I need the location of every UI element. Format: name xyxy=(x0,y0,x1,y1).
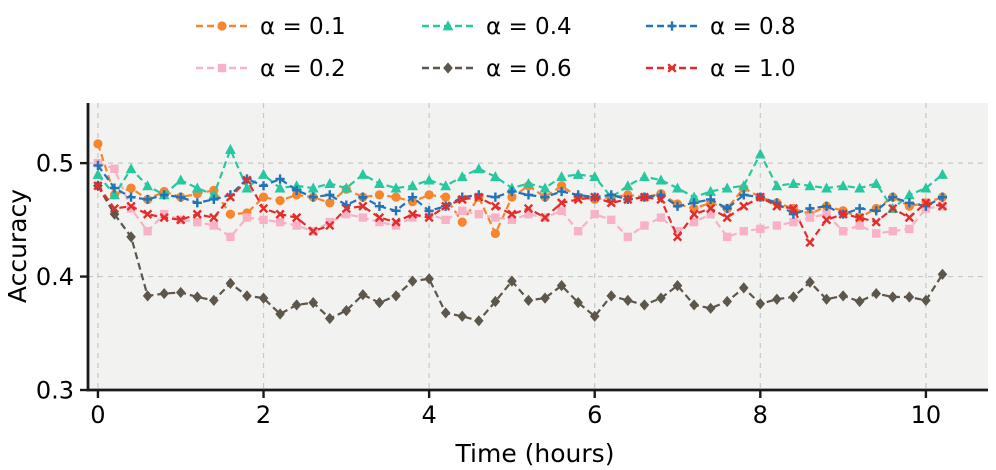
series-line xyxy=(96,143,943,237)
legend-item-alpha-0.8: α = 0.8 xyxy=(646,14,796,40)
legend-item-alpha-0.1: α = 0.1 xyxy=(196,14,346,40)
legend-label: α = 0.1 xyxy=(260,14,346,40)
x-tick-label: 8 xyxy=(753,401,768,429)
x-axis-label: Time (hours) xyxy=(455,439,615,468)
y-tick-label: 0.3 xyxy=(36,377,74,405)
axes-layer: 0 2 4 6 8 10 0.3 0.4 0.5 xyxy=(36,103,988,429)
series-line xyxy=(97,164,944,216)
legend-label: α = 0.2 xyxy=(260,56,346,82)
legend-item-alpha-1.0: α = 1.0 xyxy=(646,56,796,82)
legend-label: α = 0.4 xyxy=(486,14,572,40)
x-tick-label: 2 xyxy=(256,401,271,429)
x-tick-label: 4 xyxy=(421,401,436,429)
legend-label: α = 1.0 xyxy=(710,56,796,82)
legend-item-alpha-0.4: α = 0.4 xyxy=(422,14,572,40)
x-tick-label: 6 xyxy=(587,401,602,429)
x-tick-label: 0 xyxy=(90,401,105,429)
y-axis-label: Accuracy xyxy=(3,189,32,303)
series-layer xyxy=(92,139,948,327)
plot-background-layer xyxy=(88,103,988,390)
series-line xyxy=(97,178,943,245)
legend-item-alpha-0.2: α = 0.2 xyxy=(196,56,346,82)
series-alpha-1.0 xyxy=(93,175,948,248)
legend-label: α = 0.8 xyxy=(710,14,796,40)
y-tick-label: 0.5 xyxy=(36,150,74,178)
x-tick-label: 10 xyxy=(911,401,942,429)
legend-layer: α = 0.1 α = 0.2 α = 0.4 α = 0.6 α = 0.8 α = 1… xyxy=(196,14,796,82)
series-line xyxy=(97,162,943,239)
plot-area xyxy=(88,103,988,390)
series-alpha-0.6 xyxy=(93,180,948,327)
legend-label: α = 0.6 xyxy=(486,56,572,82)
series-markers xyxy=(93,180,948,327)
legend-item-alpha-0.6: α = 0.6 xyxy=(422,56,572,82)
series-line xyxy=(96,185,944,323)
series-alpha-0.8 xyxy=(93,160,948,219)
y-tick-label: 0.4 xyxy=(36,263,74,291)
series-markers xyxy=(93,175,948,248)
series-markers xyxy=(93,160,948,219)
series-line xyxy=(97,146,944,211)
